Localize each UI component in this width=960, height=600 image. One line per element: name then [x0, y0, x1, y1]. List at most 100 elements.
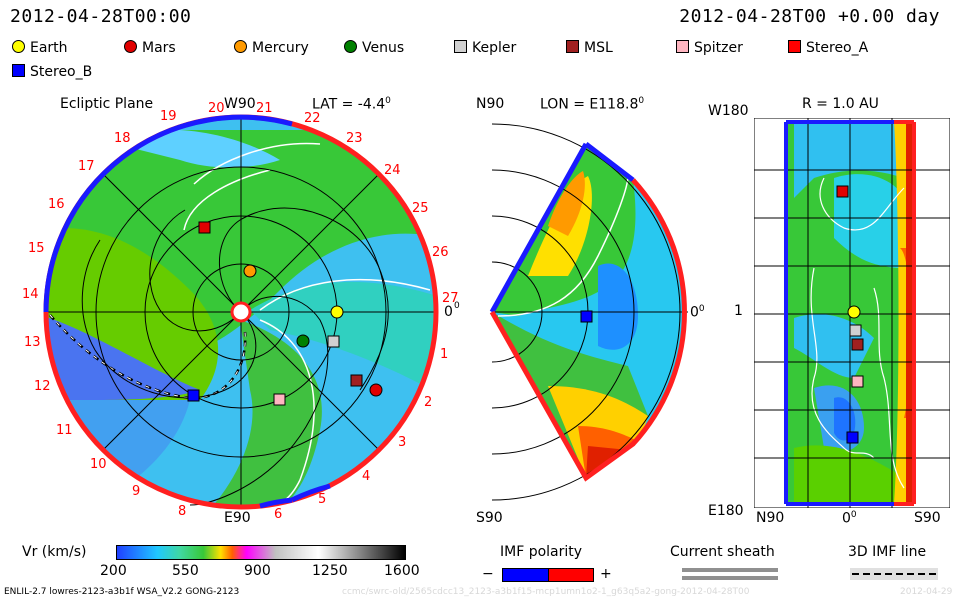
stereo-a-marker [198, 221, 211, 234]
carrington-label: 26 [432, 245, 449, 260]
ecliptic-plane-plot: 1 2 3 4 5 6 8 9 10 11 12 13 14 15 16 17 … [22, 101, 460, 522]
meridional-right-label: 00 [690, 304, 705, 321]
colorbar [116, 545, 406, 560]
current-sheath-label: Current sheath [670, 544, 775, 560]
carrington-label: 27 [442, 291, 459, 306]
imf-minus: − [482, 566, 494, 582]
carrington-label: 24 [384, 163, 401, 178]
map-bottom-label-s90: S90 [914, 510, 941, 526]
meridional-bottom-label: S90 [476, 510, 503, 526]
carrington-label: 10 [90, 457, 107, 472]
spitzer-marker [851, 375, 864, 388]
ecliptic-title: Ecliptic Plane [60, 96, 154, 112]
imf-3d-label: 3D IMF line [848, 544, 927, 560]
legend-item-earth: Earth [12, 38, 68, 58]
ecliptic-bottom-label: E90 [224, 510, 251, 526]
spitzer-marker [273, 393, 286, 406]
carrington-label: 14 [22, 287, 39, 302]
meridional-plot [489, 123, 688, 501]
imf-3d-dash-line [852, 573, 936, 575]
colorbar-tick: 1600 [384, 563, 420, 579]
stereo-b-marker [187, 389, 200, 402]
current-sheath-line [682, 568, 778, 572]
carrington-label: 5 [318, 492, 326, 507]
colorbar-tick: 1250 [312, 563, 348, 579]
carrington-labels: 1 2 3 4 5 6 8 9 10 11 12 13 14 15 16 17 … [22, 101, 459, 522]
kepler-marker [849, 324, 862, 337]
ecliptic-top-label: W90 [224, 96, 256, 112]
legend-item-stereo-a: Stereo_A [788, 38, 868, 58]
carrington-label: 25 [412, 201, 429, 216]
footer-watermark: ccmc/swrc-old/2565cdcc13_2123-a3b1f15-mc… [342, 587, 750, 597]
carrington-label: 3 [398, 435, 406, 450]
legend-item-mercury: Mercury [234, 38, 309, 58]
carrington-label: 12 [34, 379, 51, 394]
carrington-label: 8 [178, 504, 186, 519]
legend-item-venus: Venus [344, 38, 404, 58]
earth-marker-icon [12, 40, 25, 53]
meridional-top-label: N90 [476, 96, 505, 112]
map-mid-left-label: 1 [734, 303, 743, 319]
carrington-label: 6 [274, 507, 282, 522]
imf-positive-swatch [548, 568, 594, 582]
stereo-b-marker [846, 431, 859, 444]
map-bottom-label-n90: N90 [756, 510, 785, 526]
legend-item-spitzer: Spitzer [676, 38, 743, 58]
legend-item-stereo-b: Stereo_B [12, 62, 92, 82]
stereo-a-marker [836, 185, 849, 198]
ecliptic-right-label: 0 [444, 304, 453, 320]
carrington-label: 23 [346, 131, 363, 146]
msl-marker [350, 374, 363, 387]
mercury-marker [243, 264, 257, 278]
carrington-label: 11 [56, 423, 73, 438]
map-title: R = 1.0 AU [802, 96, 879, 112]
legend-item-mars: Mars [124, 38, 176, 58]
stereo-a-marker-icon [788, 40, 801, 53]
carrington-label: 19 [160, 109, 177, 124]
current-sheath-line-2 [682, 576, 778, 580]
carrington-label: 18 [114, 131, 131, 146]
carrington-label: 22 [304, 111, 321, 126]
earth-marker [330, 305, 344, 319]
carrington-label: 2 [424, 395, 432, 410]
earth-marker [847, 305, 861, 319]
msl-marker [851, 338, 864, 351]
mars-marker [369, 383, 383, 397]
kepler-marker [327, 335, 340, 348]
mercury-marker-icon [234, 40, 247, 53]
ecliptic-right-degree: 0 [454, 301, 460, 311]
colorbar-label: Vr (km/s) [22, 544, 87, 560]
colorbar-tick: 900 [244, 563, 271, 579]
carrington-label: 9 [132, 484, 140, 499]
date-right: 2012-04-28T00 +0.00 day [679, 6, 940, 27]
imf-plus: + [600, 566, 612, 582]
carrington-label: 15 [28, 241, 45, 256]
legend-item-kepler: Kepler [454, 38, 516, 58]
map-bottom-left-label: E180 [708, 503, 744, 519]
date-left: 2012-04-28T00:00 [10, 6, 192, 27]
stereo-b-marker-icon [12, 64, 25, 77]
legend-item-msl: MSL [566, 38, 613, 58]
ecliptic-lat-label: LAT = -4.40 [312, 96, 391, 113]
venus-marker [296, 334, 310, 348]
map-bottom-label-zero: 00 [842, 510, 857, 527]
spitzer-marker-icon [676, 40, 689, 53]
imf-3d-swatch [850, 568, 938, 580]
msl-marker-icon [566, 40, 579, 53]
stereo-b-marker [580, 310, 593, 323]
carrington-label: 16 [48, 197, 65, 212]
imf-negative-swatch [502, 568, 550, 582]
venus-marker-icon [344, 40, 357, 53]
colorbar-tick: 200 [100, 563, 127, 579]
footer-watermark-date: 2012-04-29 [900, 587, 953, 597]
r1au-map-plot [754, 118, 950, 508]
map-top-left-label: W180 [708, 103, 749, 119]
colorbar-tick: 550 [172, 563, 199, 579]
body-legend: Earth Mars Mercury Venus Kepler MSL Spit… [12, 38, 952, 86]
kepler-marker-icon [454, 40, 467, 53]
imf-polarity-label: IMF polarity [500, 544, 583, 560]
carrington-label: 4 [362, 469, 370, 484]
carrington-label: 21 [256, 101, 273, 116]
footer-model-info: ENLIL-2.7 lowres-2123-a3b1f WSA_V2.2 GON… [4, 587, 240, 597]
mars-marker-icon [124, 40, 137, 53]
